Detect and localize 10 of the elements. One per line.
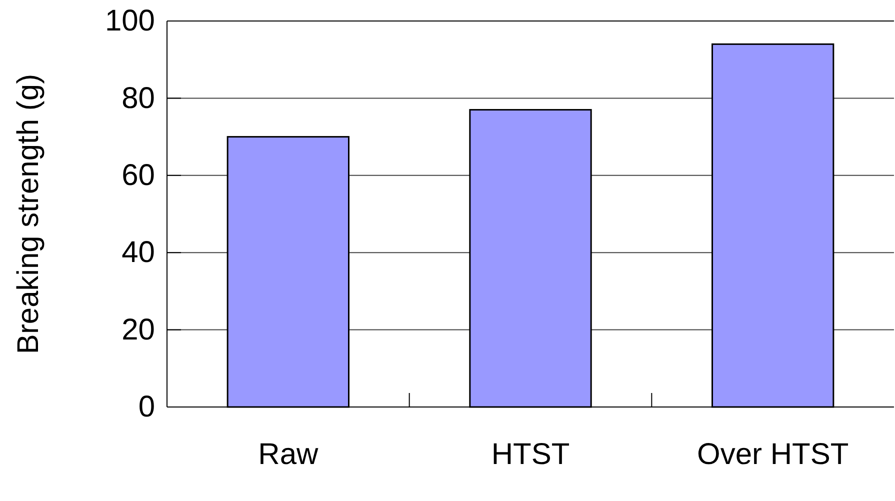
- y-tick-label: 20: [122, 313, 155, 346]
- x-tick-label: Over HTST: [696, 438, 849, 471]
- y-tick-label: 40: [122, 236, 155, 270]
- y-tick-label: 100: [104, 4, 155, 38]
- y-tick-label: 80: [122, 82, 155, 115]
- y-tick-label: 0: [138, 390, 155, 424]
- x-tick-label: Raw: [258, 438, 319, 471]
- x-tick-label: HTST: [491, 438, 570, 471]
- y-axis-title: Breaking strength (g): [12, 74, 45, 354]
- y-tick-label: 60: [122, 159, 155, 192]
